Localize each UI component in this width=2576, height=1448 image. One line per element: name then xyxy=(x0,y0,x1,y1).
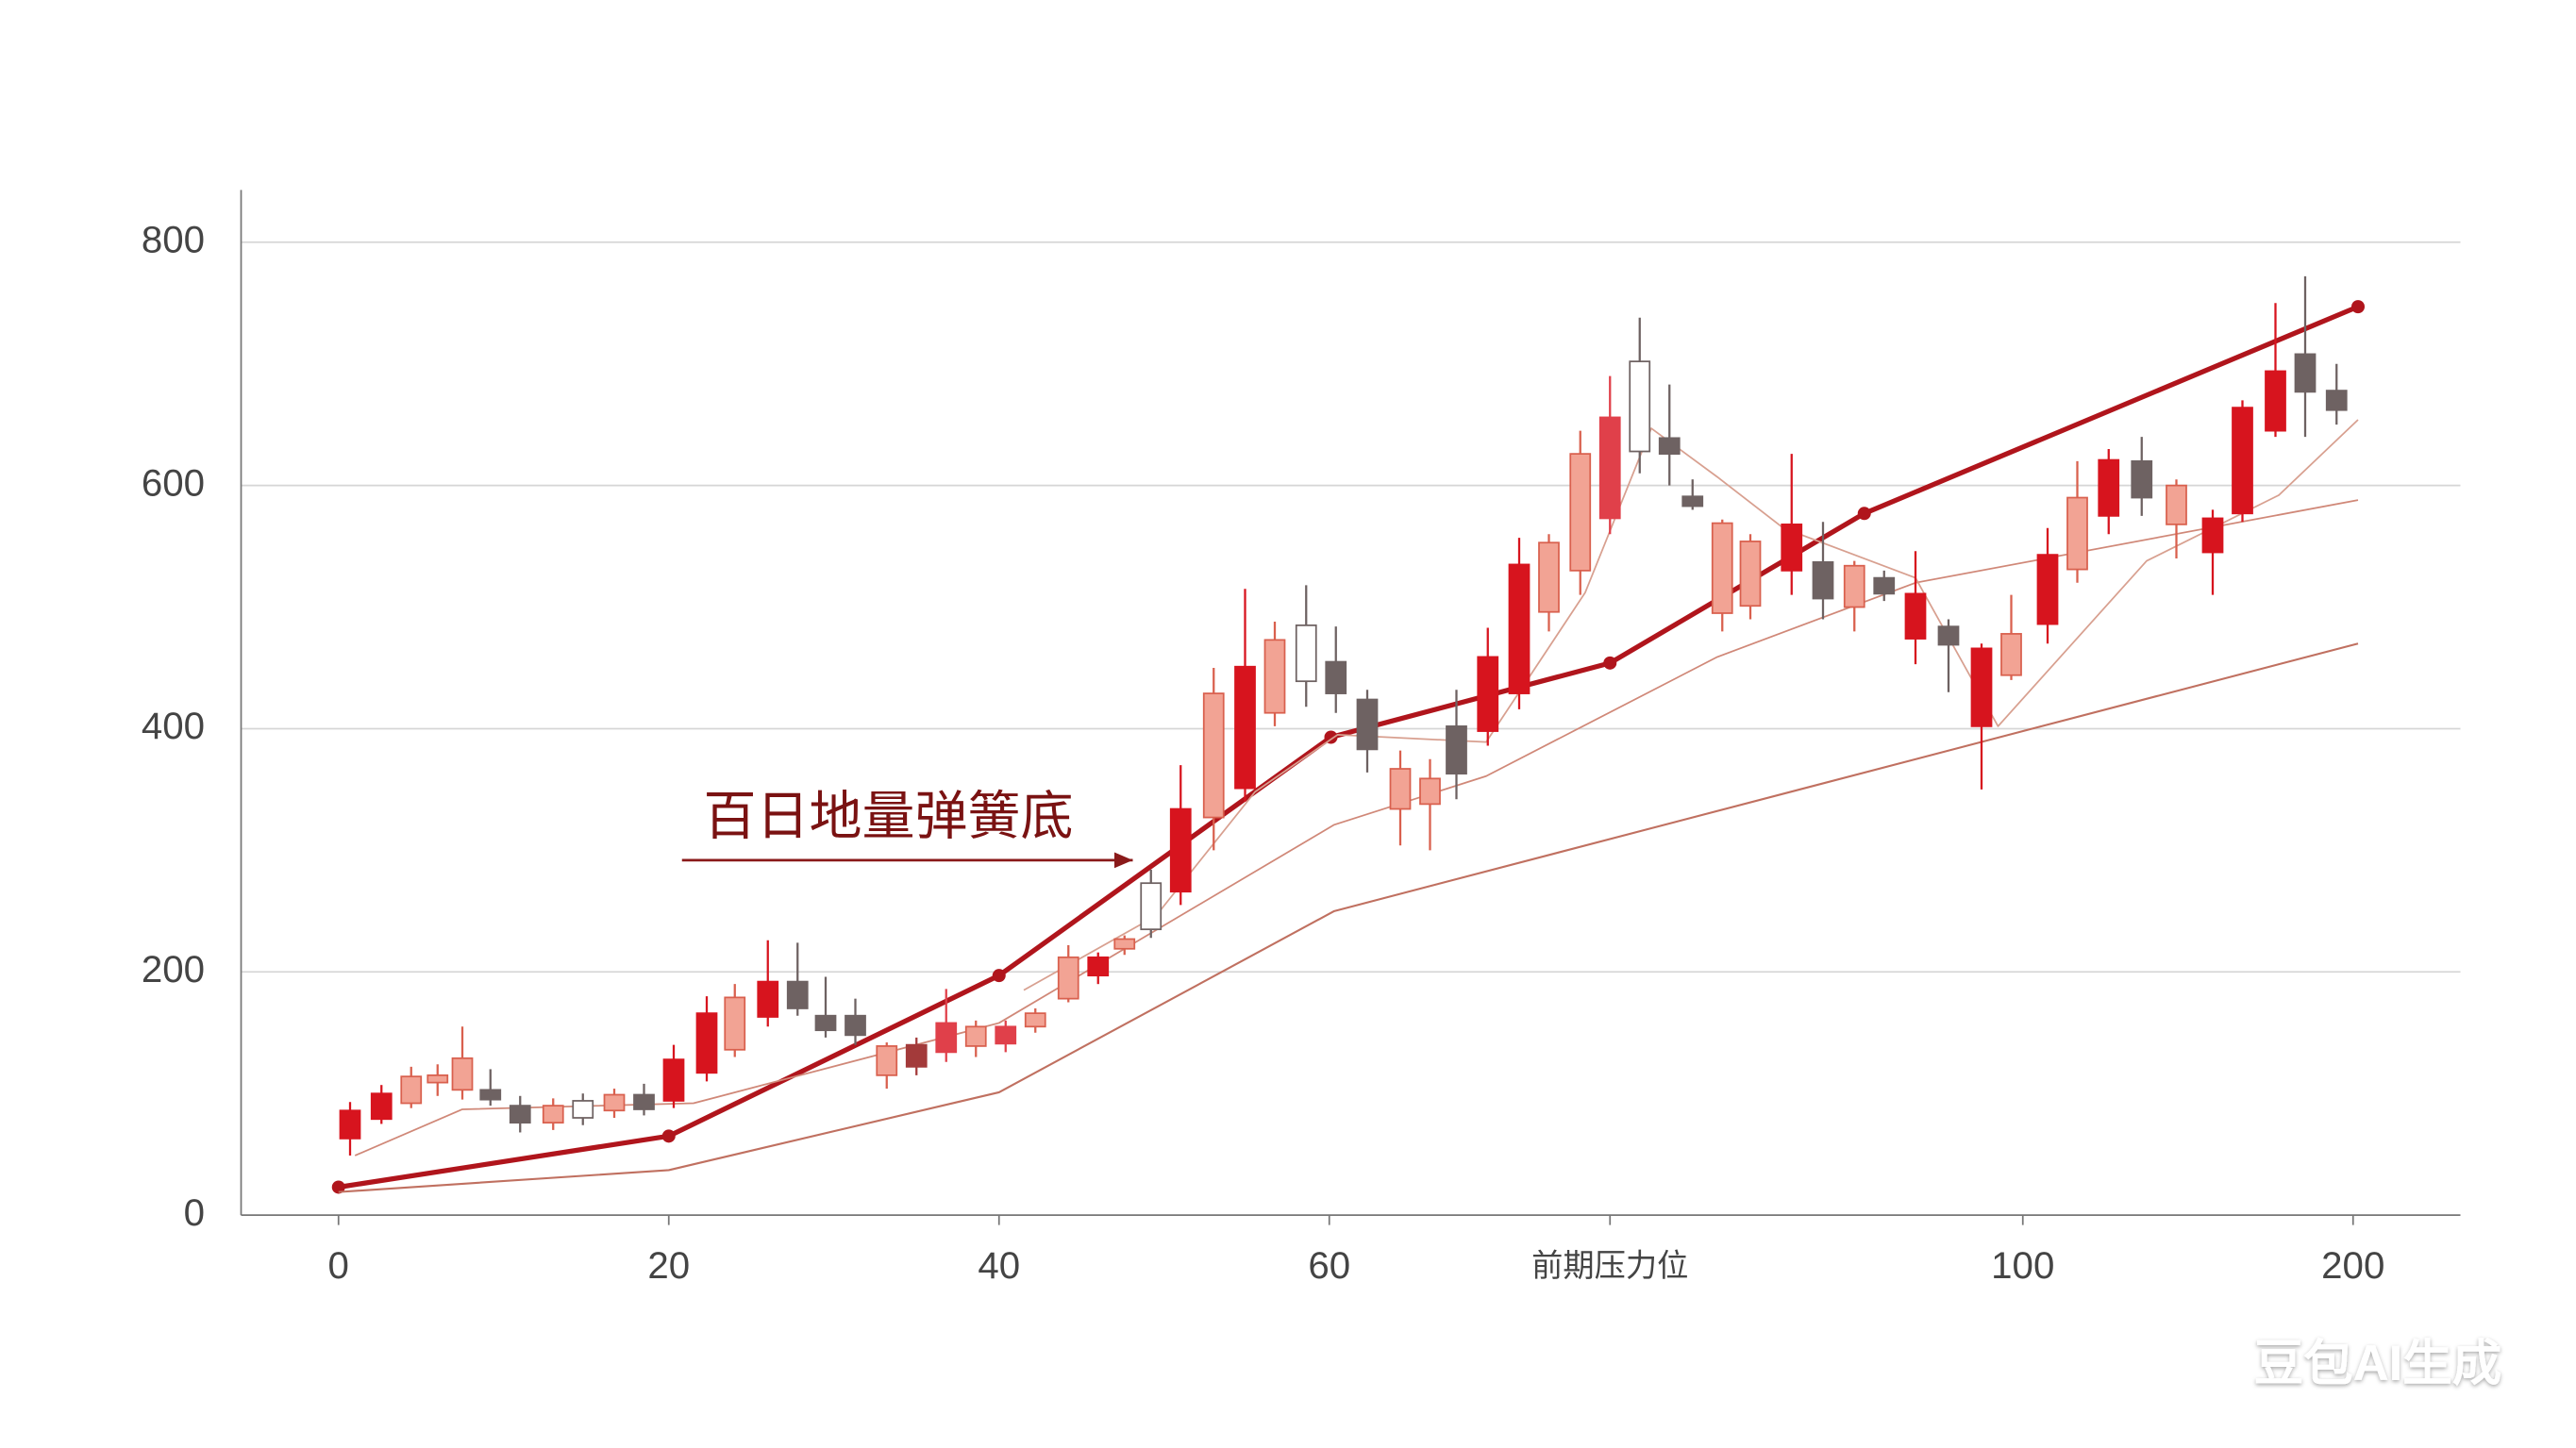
candle-body xyxy=(1419,777,1441,806)
candle-body xyxy=(451,1057,474,1091)
candle-body xyxy=(1781,524,1803,572)
candle-body xyxy=(695,1012,718,1074)
candle-body xyxy=(1140,882,1163,931)
line-point xyxy=(992,969,1006,983)
candle-body xyxy=(2036,554,2059,625)
candle-body xyxy=(995,1025,1017,1045)
candle-body xyxy=(1598,416,1621,520)
x-tick-label: 20 xyxy=(647,1244,690,1287)
candle-body xyxy=(2201,517,2224,554)
candle-body xyxy=(1325,660,1347,694)
candle-body xyxy=(542,1105,564,1124)
candle-body xyxy=(1202,692,1225,819)
candle-body xyxy=(2066,496,2088,571)
candle-body xyxy=(2325,390,2348,411)
candle-body xyxy=(339,1109,361,1140)
candle-body xyxy=(1812,560,1834,600)
candle-body xyxy=(1024,1012,1046,1028)
candle-body xyxy=(964,1025,987,1047)
candle-body xyxy=(400,1075,423,1105)
candle-body xyxy=(1446,725,1467,775)
candle-body xyxy=(572,1100,594,1119)
candle-body xyxy=(1538,541,1560,613)
candle-body xyxy=(724,996,746,1051)
line xyxy=(1023,419,2359,991)
candle-body xyxy=(509,1105,531,1124)
line-point xyxy=(661,1129,676,1143)
candle-body xyxy=(1087,956,1110,977)
watermark: 豆包AI生成 xyxy=(2254,1336,2502,1391)
x-tick-label: 前期压力位 xyxy=(1531,1249,1688,1284)
candle-body xyxy=(845,1014,866,1037)
candle-body xyxy=(2098,458,2120,517)
candle-body xyxy=(1295,624,1317,683)
candle-body xyxy=(757,980,779,1018)
candle-body xyxy=(814,1014,837,1032)
candle-body xyxy=(1873,576,1896,595)
candle-body xyxy=(662,1058,685,1102)
y-tick-label: 0 xyxy=(184,1191,205,1234)
candle-body xyxy=(633,1093,655,1110)
candle-body xyxy=(1508,563,1531,694)
candle-body xyxy=(1057,956,1079,1000)
candle-body xyxy=(1234,665,1256,790)
candle-body xyxy=(1711,522,1733,614)
y-tick-label: 600 xyxy=(142,461,205,504)
candle-body xyxy=(1477,656,1499,732)
y-tick-label: 200 xyxy=(142,948,205,990)
candle-body xyxy=(2131,459,2153,499)
candle-body xyxy=(1904,592,1927,640)
x-tick-label: 200 xyxy=(2321,1244,2384,1287)
candle-body xyxy=(1629,360,1651,453)
candle-body xyxy=(2166,484,2187,525)
candle-body xyxy=(2000,633,2022,676)
lines xyxy=(331,300,2365,1194)
candle-body xyxy=(935,1022,958,1054)
x-tick-label: 60 xyxy=(1308,1244,1350,1287)
candle-body xyxy=(1658,437,1681,455)
candle-body xyxy=(603,1093,626,1112)
grid: 0 200 400 600 800 0 20 40 60 前期压力位 100 200 xyxy=(142,218,2461,1287)
line-point xyxy=(2351,300,2365,314)
candle-body xyxy=(786,980,809,1009)
candle-body xyxy=(1569,453,1592,572)
candle-body xyxy=(2232,407,2253,515)
candle-body xyxy=(370,1092,393,1121)
candle-body xyxy=(479,1089,502,1101)
candle-body xyxy=(876,1045,898,1076)
annotation: 百日地量弹簧底 xyxy=(704,787,1074,846)
candle-body xyxy=(1169,807,1192,893)
x-tick-label: 40 xyxy=(978,1244,1020,1287)
x-tick-label: 100 xyxy=(1991,1244,2054,1287)
candle-body xyxy=(905,1043,928,1068)
y-tick-label: 400 xyxy=(142,705,205,747)
candle-body xyxy=(1113,938,1136,950)
candle-body xyxy=(1937,625,1960,646)
line-point xyxy=(331,1180,345,1194)
line-point xyxy=(1603,656,1617,670)
candle-body xyxy=(1681,495,1704,508)
candle-body xyxy=(1356,698,1379,751)
candle-body xyxy=(2294,353,2317,393)
line xyxy=(338,304,2360,1190)
candle-body xyxy=(1263,639,1286,714)
line xyxy=(338,642,2359,1193)
candle-body xyxy=(1843,564,1865,608)
y-tick-label: 800 xyxy=(142,218,205,260)
candle-body xyxy=(1739,541,1762,607)
candle-body xyxy=(1970,647,1993,727)
candles xyxy=(339,275,2348,1156)
x-tick-label: 0 xyxy=(328,1244,349,1287)
candle-body xyxy=(2265,370,2286,432)
candle-body xyxy=(1389,768,1412,810)
line-point xyxy=(1857,507,1871,521)
candle-body xyxy=(427,1074,449,1084)
line-point xyxy=(1324,730,1338,744)
